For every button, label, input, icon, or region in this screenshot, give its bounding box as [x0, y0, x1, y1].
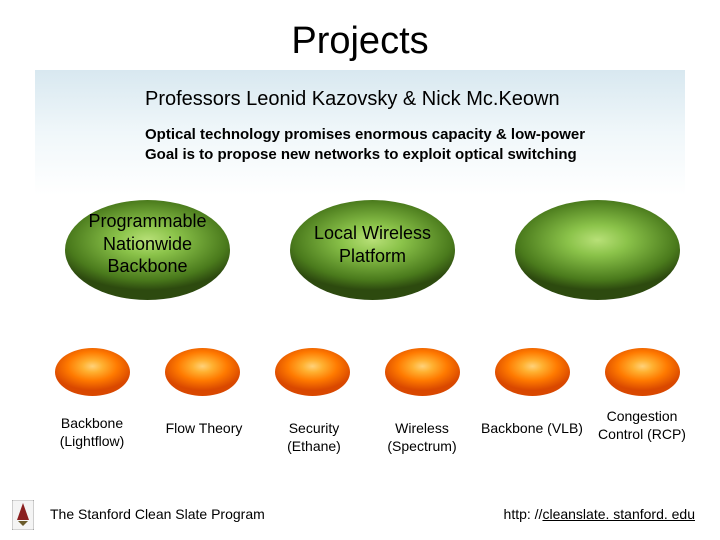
- orange-ellipse-6: [605, 348, 680, 396]
- green-label-2: Local Wireless Platform: [290, 222, 455, 267]
- orange-label-2: Flow Theory: [150, 420, 258, 438]
- info-panel: Professors Leonid Kazovsky & Nick Mc.Keo…: [35, 70, 685, 195]
- orange-ellipse-4: [385, 348, 460, 396]
- orange-label-6: Congestion Control (RCP): [588, 408, 696, 443]
- orange-label-3: Security (Ethane): [260, 420, 368, 455]
- green-ellipse-3: [515, 200, 680, 300]
- orange-ellipse-3: [275, 348, 350, 396]
- orange-ellipse-1: [55, 348, 130, 396]
- footer-url: http: //cleanslate. stanford. edu: [504, 506, 695, 522]
- orange-ellipse-5: [495, 348, 570, 396]
- subtext-1: Optical technology promises enormous cap…: [145, 125, 665, 145]
- footer-program: The Stanford Clean Slate Program: [50, 506, 265, 522]
- subtext-2: Goal is to propose new networks to explo…: [145, 145, 665, 165]
- orange-ellipse-2: [165, 348, 240, 396]
- orange-label-4: Wireless (Spectrum): [368, 420, 476, 455]
- professors-line: Professors Leonid Kazovsky & Nick Mc.Keo…: [145, 88, 665, 111]
- orange-label-5: Backbone (VLB): [478, 420, 586, 438]
- orange-label-1: Backbone (Lightflow): [38, 415, 146, 450]
- logo-icon: [12, 500, 34, 530]
- green-label-1: Programmable Nationwide Backbone: [65, 210, 230, 278]
- page-title: Projects: [0, 20, 720, 63]
